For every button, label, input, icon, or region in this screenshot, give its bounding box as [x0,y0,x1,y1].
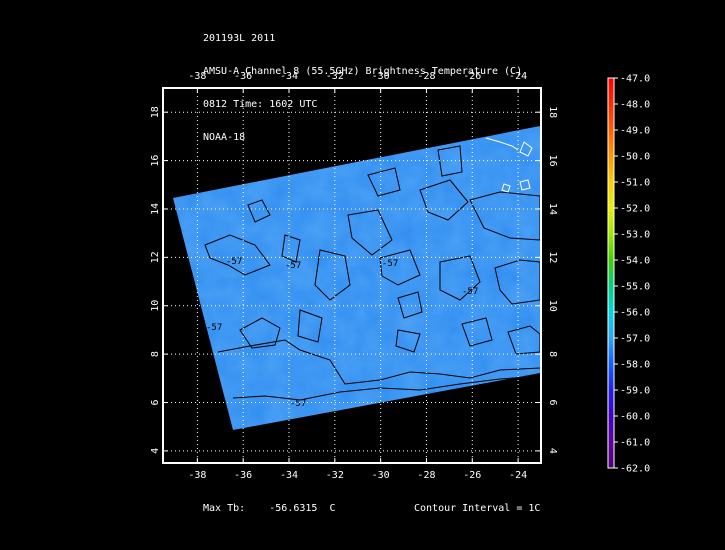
contour-line [501,183,511,193]
colorbar-label: -50.0 [620,152,650,163]
lat-tick-label-right: 8 [547,351,558,357]
colorbar-label: -62.0 [620,464,650,475]
contour-line [439,255,481,301]
lon-tick-label-top: -36 [234,71,252,82]
colorbar: -47.0 -48.0 -49.0 -50.0 -51.0 -52.0 -53.0 -54.0… [607,74,650,475]
lat-tick-label-left: 4 [150,448,161,454]
contour-label: -57 [290,399,306,409]
contour-line [395,329,421,353]
contour-labels: -57 -57 -57 -57 -57 -57 [206,257,478,409]
header-line-title: AMSU-A Channel 8 (55.5GHz) Brightness Te… [203,66,523,77]
lon-tick-label-top: -34 [280,71,298,82]
contour-label: -57 [382,259,398,269]
colorbar-label: -48.0 [620,100,650,111]
lat-tick-label-right: 14 [547,203,558,215]
header-line-id: 201193L 2011 [203,33,276,44]
contour-line [485,137,519,151]
max-tb-value: -56.6315 [269,503,318,514]
lon-tick-label-top: -26 [463,71,481,82]
colorbar-label: -59.0 [620,386,650,397]
max-tb-readout: Max Tb: -56.6315 C [203,503,336,514]
lat-tick-label-right: 10 [547,300,558,312]
contour-line [217,339,540,385]
lon-tick-label-top: -24 [509,71,527,82]
contour-line [437,145,463,177]
contour-label: -57 [285,261,301,271]
contour-line [494,259,540,305]
lat-tick-label-right: 6 [547,400,558,406]
contour-line [314,249,351,301]
lon-tick-label-bottom: -26 [463,470,481,481]
colorbar-fill [607,77,615,469]
lat-tick-label-left: 6 [150,400,161,406]
colorbar-label: -53.0 [620,230,650,241]
colorbar-label: -60.0 [620,412,650,423]
colorbar-label: -58.0 [620,360,650,371]
contour-line [379,249,421,286]
lon-tick-label-bottom: -28 [417,470,435,481]
contour-label: -57 [226,257,242,267]
colorbar-label: -56.0 [620,308,650,319]
lon-tick-label-top: -32 [326,71,344,82]
contour-line [519,141,533,157]
graticule [163,88,541,463]
axis-ticks: -38 -38 -36 -36 -34 -34 -32 -32 -30 -30 -28 -28 -26 -… [150,71,558,481]
contour-lines [204,145,540,401]
lat-tick-label-left: 16 [150,155,161,167]
contour-line [397,291,423,319]
contour-line [461,317,493,347]
lat-tick-label-left: 18 [150,106,161,118]
contour-line [232,375,540,401]
colorbar-label: -61.0 [620,438,650,449]
colorbar-label: -54.0 [620,256,650,267]
lon-tick-label-bottom: -34 [280,470,298,481]
lat-tick-label-left: 8 [150,351,161,357]
lat-tick-label-left: 14 [150,203,161,215]
lat-tick-label-right: 16 [547,155,558,167]
lon-tick-label-top: -38 [188,71,206,82]
contour-line [239,317,281,349]
contour-line [247,199,271,223]
lon-tick-label-top: -30 [372,71,390,82]
contour-line [297,309,323,343]
contour-line [469,191,540,241]
lat-tick-label-right: 12 [547,251,558,263]
contour-line [204,234,271,276]
lat-tick-label-left: 10 [150,300,161,312]
contour-interval: Contour Interval = 1C [414,503,541,514]
contour-line [281,234,301,263]
lat-tick-label-left: 12 [150,251,161,263]
contour-line [519,179,531,191]
max-tb-label: Max Tb: [203,503,246,514]
lat-tick-label-right: 4 [547,448,558,454]
lon-tick-label-bottom: -30 [372,470,390,481]
contour-line [507,325,540,355]
lon-tick-label-top: -28 [417,71,435,82]
colorbar-label: -51.0 [620,178,650,189]
header-line-time: 0812 Time: 1602 UTC [203,99,318,110]
map-header: 201193L 2011 AMSU-A Channel 8 (55.5GHz) … [203,11,522,154]
colorbar-label: -57.0 [620,334,650,345]
lon-tick-label-bottom: -38 [188,470,206,481]
lon-tick-label-bottom: -36 [234,470,252,481]
contour-lines-warm [485,137,533,193]
lon-tick-label-bottom: -24 [509,470,527,481]
colorbar-label: -49.0 [620,126,650,137]
contour-label: -57 [206,323,222,333]
map-frame [162,87,542,464]
contour-line [367,167,401,197]
colorbar-label: -47.0 [620,74,650,85]
lat-tick-label-right: 18 [547,106,558,118]
contour-label: -57 [462,287,478,297]
contour-line [347,209,393,256]
colorbar-label: -52.0 [620,204,650,215]
max-tb-unit: C [329,503,336,514]
colorbar-label: -55.0 [620,282,650,293]
lon-tick-label-bottom: -32 [326,470,344,481]
swath-texture [173,126,540,430]
header-line-satellite: NOAA-18 [203,132,246,143]
swath-data [173,126,540,430]
